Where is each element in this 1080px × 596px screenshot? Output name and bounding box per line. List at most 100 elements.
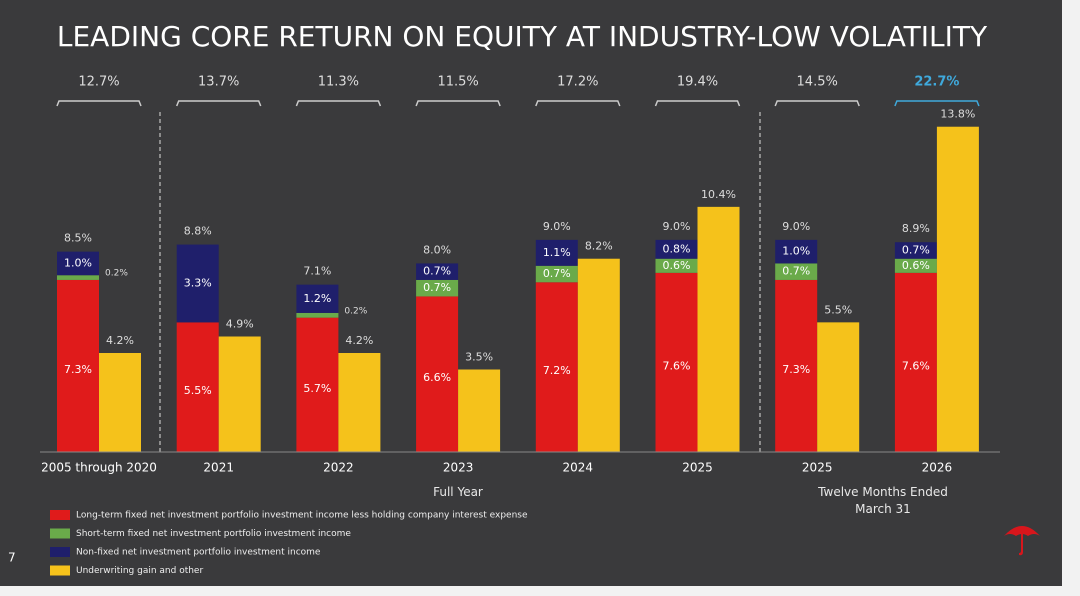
stack-total-label: 8.9% [902,222,930,235]
bar-segment [416,263,459,280]
bar-segment [57,275,99,280]
legend-swatch [50,565,70,576]
bracket [56,100,142,107]
value-label: 3.3% [184,276,212,289]
value-label: 5.5% [184,384,212,397]
value-label: 13.8% [940,108,975,121]
bar-segment [535,282,578,452]
value-label: 0.7% [902,243,930,256]
value-label: 0.7% [543,267,571,280]
roe-label: 11.3% [318,75,359,90]
bracket [295,100,382,107]
x-tick-label: 2005 through 2020 [41,461,157,475]
bar-segment [57,279,99,452]
stack-total-label: 9.0% [782,220,810,233]
value-label: 0.7% [782,265,810,278]
bar-segment [535,239,578,266]
legend-label: Short-term fixed net investment portfoli… [76,529,351,539]
bar-segment [655,272,698,452]
value-label: 4.9% [226,318,254,331]
x-tick-label: 2023 [443,461,474,475]
value-label: 0.2% [344,306,367,316]
bar-segment [296,284,339,313]
stack-total-label: 9.0% [663,220,691,233]
bar [99,353,141,452]
value-label: 7.6% [902,359,930,372]
bar-segment [775,239,818,264]
legend-swatch [50,528,70,539]
bar [817,322,860,452]
value-label: 5.7% [303,382,331,395]
bar [936,126,979,452]
value-label: 0.6% [663,259,691,272]
value-label: 1.0% [64,256,92,269]
roe-label: 19.4% [677,75,718,90]
x-tick-label: 2024 [563,461,594,475]
bracket [654,100,741,107]
value-label: 0.6% [902,259,930,272]
bracket [176,100,262,107]
legend-swatch [50,547,70,557]
bracket [415,100,501,107]
page-number: 7 [8,551,16,565]
bar-segment [535,265,578,283]
bar-segment [894,242,937,259]
roe-label: 22.7% [914,75,959,90]
bar-segment [775,263,818,280]
stack-total-label: 9.0% [543,220,571,233]
bar-segment [894,272,937,452]
value-label: 4.2% [106,334,134,347]
value-label: 7.6% [663,359,691,372]
stack-total-label: 8.0% [423,243,451,256]
bar [458,369,501,452]
bar-segment [655,258,698,273]
bar [577,258,620,452]
bracket [774,100,860,107]
x-tick-label: 2021 [203,461,234,475]
legend-label: Non-fixed net investment portfolio inves… [76,548,321,558]
x-tick-label: 2025 [682,461,713,475]
bar-segment [296,317,339,452]
value-label: 4.2% [345,334,373,347]
roe-label: 12.7% [78,75,119,90]
legend-label: Long-term fixed net investment portfolio… [76,511,528,521]
stack-total-label: 8.5% [64,232,92,245]
value-label: 0.7% [423,265,451,278]
value-label: 5.5% [824,303,852,316]
x-tick-label: 2026 [922,461,953,475]
roe-label: 17.2% [557,75,598,90]
bracket [894,100,980,107]
value-label: 0.7% [423,281,451,294]
value-label: 10.4% [701,188,736,201]
value-label: 1.1% [543,246,571,259]
bar-segment [57,251,99,276]
bar-segment [176,322,219,452]
value-label: 3.5% [465,351,493,364]
value-label: 0.8% [663,242,691,255]
value-label: 1.2% [303,292,331,305]
stack-total-label: 8.8% [184,225,212,238]
value-label: 7.3% [782,363,810,376]
period-label: Full Year [433,485,483,499]
bar-segment [894,258,937,273]
value-label: 6.6% [423,371,451,384]
bar-segment [176,244,219,323]
x-tick-label: 2025 [802,461,833,475]
value-label: 0.2% [105,269,128,279]
bar-segment [416,279,459,297]
period-label: Twelve Months Ended March 31 [818,485,948,516]
value-label: 7.3% [64,363,92,376]
roe-label: 13.7% [198,75,239,90]
chart-title: LEADING CORE RETURN ON EQUITY AT INDUSTR… [57,20,988,53]
roe-label: 11.5% [437,75,478,90]
value-label: 1.0% [782,245,810,258]
bracket [535,100,621,107]
stack-total-label: 7.1% [303,265,331,278]
x-tick-label: 2022 [323,461,354,475]
value-label: 8.2% [585,240,613,253]
bar [697,206,740,452]
legend-swatch [50,510,70,520]
legend-label: Underwriting gain and other [76,566,203,576]
